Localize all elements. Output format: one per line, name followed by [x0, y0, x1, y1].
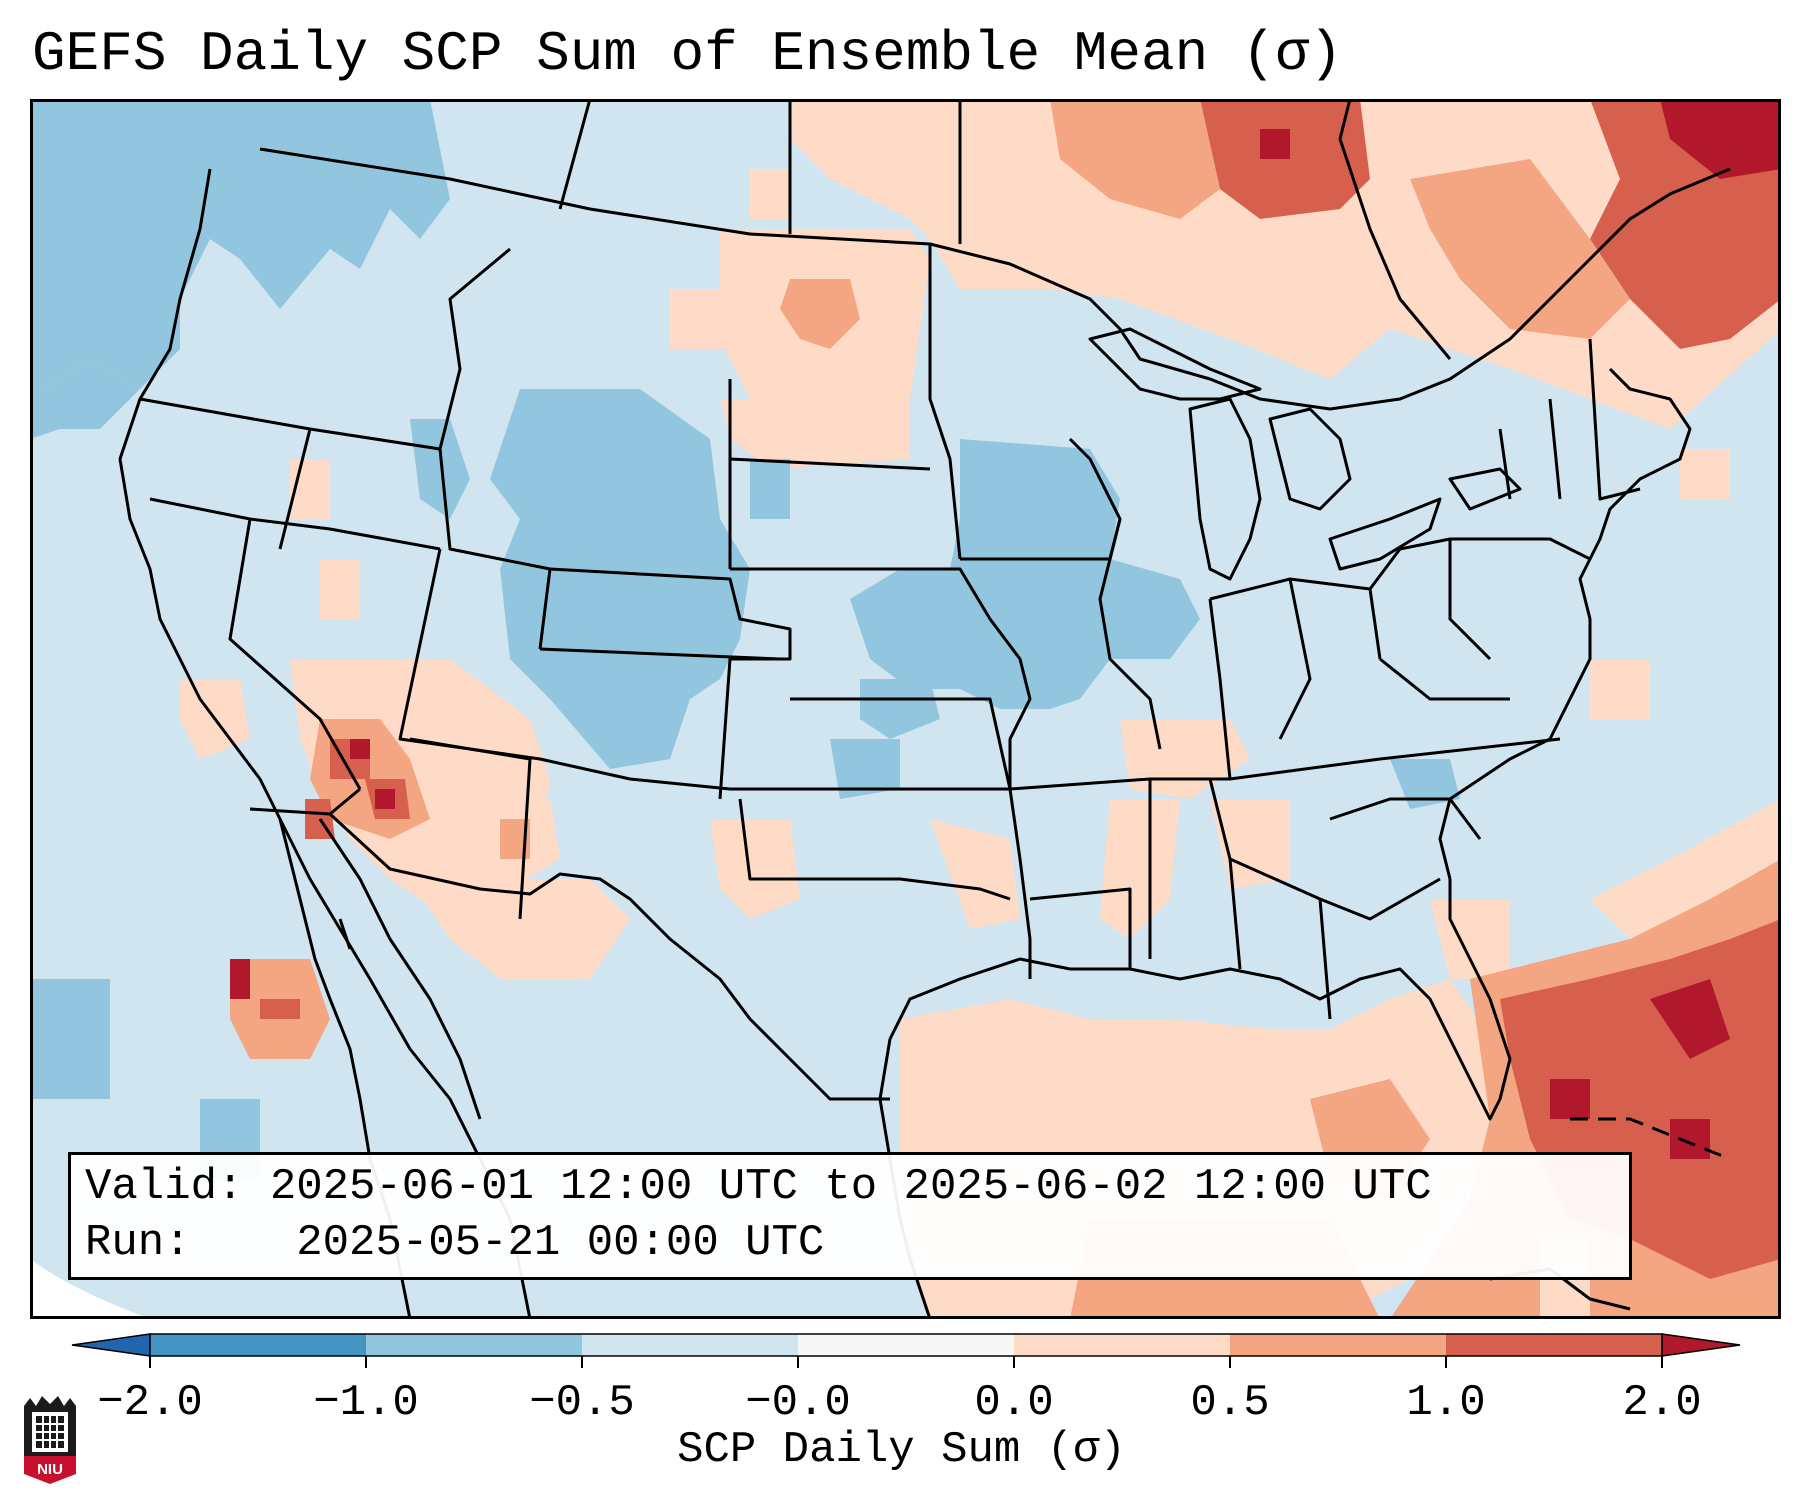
colorbar-segment: [582, 1334, 798, 1356]
colorbar-tick-label: 0.0: [974, 1378, 1053, 1428]
colorbar-tick-label: −0.5: [529, 1378, 635, 1428]
colorbar-over-extension: [1661, 1333, 1741, 1357]
projection-edge: [30, 1259, 150, 1319]
colorbar-label: SCP Daily Sum (σ): [677, 1425, 1126, 1475]
boundaries: [118, 99, 1731, 1319]
colorbar-tick-label: 0.5: [1190, 1378, 1269, 1428]
anomaly-dakotas: [720, 229, 930, 469]
colorbar-ticks: −2.0 −1.0 −0.5 −0.0 0.0 0.5 1.0 2.0: [97, 1356, 1702, 1428]
colorbar-tick-label: −0.0: [745, 1378, 851, 1428]
colorbar-segment: [1230, 1334, 1446, 1356]
colorbar-segment: [150, 1334, 366, 1356]
page-title: GEFS Daily SCP Sum of Ensemble Mean (σ): [32, 22, 1343, 86]
colorbar: −2.0 −1.0 −0.5 −0.0 0.0 0.5 1.0 2.0: [71, 1333, 1741, 1428]
colorbar-tick-label: 1.0: [1406, 1378, 1485, 1428]
anomaly-map: [30, 99, 1781, 1319]
anomaly-pacific-northwest: [30, 99, 450, 1179]
colorbar-tick-label: −2.0: [97, 1378, 203, 1428]
colorbar-under-extension: [71, 1333, 151, 1357]
anomaly-canada-east-strong: [1050, 99, 1781, 349]
colorbar-tick-label: −1.0: [313, 1378, 419, 1428]
anomaly-rockies: [410, 389, 790, 769]
colorbar-segment: [1446, 1334, 1662, 1356]
niu-logo: NIU: [24, 1396, 76, 1484]
colorbar-segment: [1014, 1334, 1230, 1356]
run-label: Run:: [85, 1218, 191, 1268]
colorbar-segment: [798, 1334, 1014, 1356]
anomaly-southwest: [180, 459, 630, 1059]
run-value: 2025-05-21 00:00 UTC: [296, 1218, 825, 1268]
valid-value: 2025-06-01 12:00 UTC to 2025-06-02 12:00…: [269, 1162, 1432, 1212]
colorbar-segment: [366, 1334, 582, 1356]
colorbar-segments: [71, 1333, 1741, 1357]
colorbar-border: [149, 1333, 1663, 1357]
logo-text: NIU: [37, 1461, 63, 1478]
info-box: Valid: 2025-06-01 12:00 UTC to 2025-06-0…: [68, 1152, 1632, 1280]
colorbar-tick-label: 2.0: [1622, 1378, 1701, 1428]
map-frame: [30, 99, 1781, 1319]
valid-label: Valid:: [85, 1162, 244, 1212]
